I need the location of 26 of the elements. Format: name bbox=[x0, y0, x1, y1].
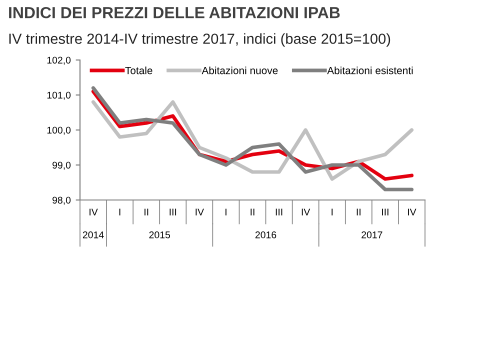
x-tick-label: I bbox=[332, 208, 333, 216]
x-tick-label: IV bbox=[408, 208, 416, 216]
chart-subtitle: IV trimestre 2014-IV trimestre 2017, indici (base 2015=100) bbox=[9, 33, 390, 47]
text: 2017 bbox=[362, 231, 382, 238]
y-tick-label: 99,0 bbox=[52, 162, 71, 170]
x-tick-label: III bbox=[170, 208, 176, 216]
text: 2014 bbox=[82, 231, 104, 238]
text: 2016 bbox=[255, 231, 276, 238]
x-tick-label: I bbox=[119, 208, 120, 216]
y-tick-label: 101,0 bbox=[47, 92, 71, 100]
y-tick-label: 100,0 bbox=[47, 126, 71, 135]
text: 2015 bbox=[149, 231, 170, 238]
x-tick-label: II bbox=[250, 208, 254, 216]
y-tick-label: 98,0 bbox=[52, 196, 71, 205]
x-tick-label: IV bbox=[90, 208, 98, 216]
x-tick-label: III bbox=[276, 208, 282, 216]
y-tick-label: 102,0 bbox=[47, 56, 71, 65]
legend-label: Totale bbox=[125, 66, 152, 74]
legend-label: Abitazioni esistenti bbox=[327, 66, 413, 74]
x-tick-label: IV bbox=[302, 208, 310, 216]
x-tick-label: II bbox=[356, 208, 360, 216]
x-tick-label: III bbox=[382, 208, 388, 216]
legend-label: Abitazioni nuove bbox=[202, 66, 278, 74]
x-tick-label: IV bbox=[196, 208, 204, 216]
chart-title: INDICI DEI PREZZI DELLE ABITAZIONI IPAB bbox=[9, 6, 340, 18]
x-tick-label: II bbox=[144, 208, 148, 216]
